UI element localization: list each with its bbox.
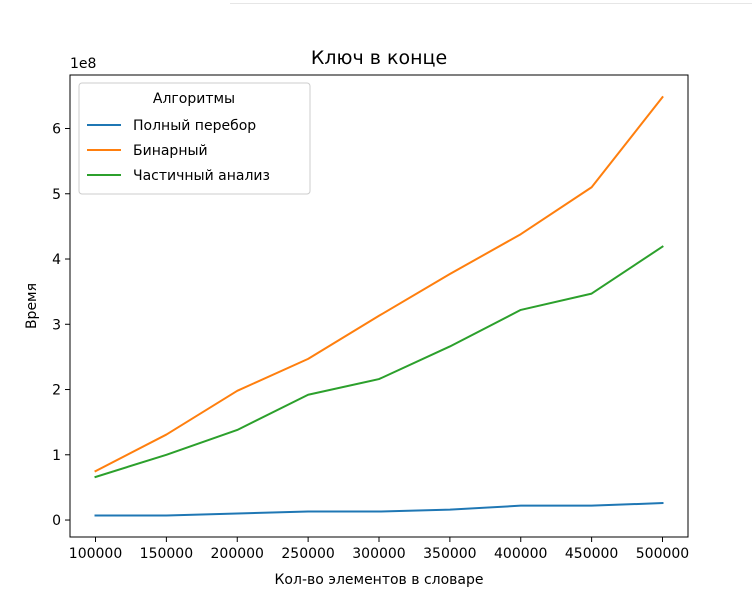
y-offset-label: 1e8 — [70, 56, 96, 72]
series-line-1 — [94, 502, 664, 517]
y-tick-label: 5 — [52, 187, 61, 203]
chart-title: Ключ в конце — [311, 47, 447, 69]
legend: Алгоритмы Полный перебор Бинарный Частичны… — [78, 82, 311, 195]
x-axis-label: Кол-во элементов в словаре — [274, 572, 483, 588]
series-line-3 — [94, 245, 664, 479]
legend-label-2: Бинарный — [133, 143, 208, 159]
top-divider — [230, 0, 752, 4]
x-tick-label: 300000 — [352, 546, 405, 562]
y-axis-label: Время — [24, 283, 40, 329]
y-tick-label: 2 — [52, 383, 61, 399]
y-tick-label: 1 — [52, 448, 61, 464]
x-tick-label: 100000 — [69, 546, 122, 562]
x-tick-label: 350000 — [423, 546, 476, 562]
series-line-2 — [94, 95, 664, 473]
x-tick-label: 400000 — [494, 546, 547, 562]
plot-frame — [69, 74, 689, 538]
y-tick-label: 4 — [52, 252, 61, 268]
legend-title: Алгоритмы — [153, 91, 235, 107]
x-tick-label: 500000 — [636, 546, 689, 562]
axis-ticks: 100000 150000 200000 250000 300000 350000 4000… — [52, 122, 689, 562]
y-tick-label: 6 — [52, 122, 61, 138]
x-tick-label: 450000 — [565, 546, 618, 562]
y-tick-label: 0 — [52, 513, 61, 529]
legend-label-1: Полный перебор — [133, 118, 256, 134]
x-tick-label: 150000 — [140, 546, 193, 562]
x-tick-label: 200000 — [211, 546, 264, 562]
legend-box — [78, 82, 311, 195]
y-tick-label: 3 — [52, 317, 61, 333]
x-tick-label: 250000 — [281, 546, 334, 562]
legend-items: Полный перебор Бинарный Частичный анализ — [87, 118, 270, 184]
legend-label-3: Частичный анализ — [133, 168, 270, 184]
series-lines — [94, 95, 664, 517]
